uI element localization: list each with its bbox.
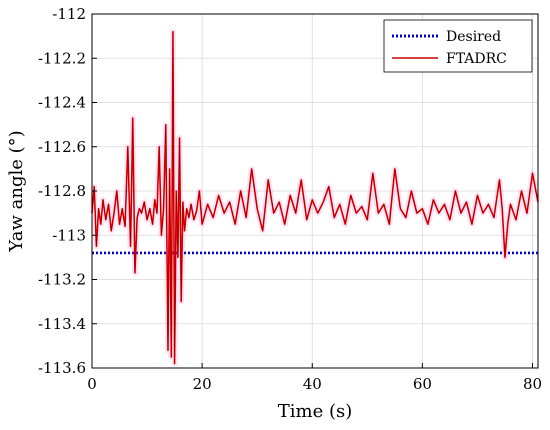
y-tick-label: -113.4: [38, 315, 86, 333]
y-tick-label: -113.6: [38, 359, 86, 377]
legend-label-ftadrc: FTADRC: [446, 51, 507, 67]
legend-box: [383, 19, 533, 73]
axis-ticks: [91, 13, 533, 369]
x-tick-label: 20: [193, 375, 212, 393]
y-axis-title: Yaw angle (°): [6, 130, 27, 252]
legend: Desired FTADRC: [383, 19, 533, 73]
y-tick-label: -113: [52, 226, 86, 244]
y-tick-label: -112.2: [38, 49, 86, 67]
y-tick-label: -113.2: [38, 271, 86, 289]
y-tick-label: -112.8: [38, 182, 86, 200]
x-tick-label: 40: [303, 375, 322, 393]
y-tick-label: -112.6: [38, 138, 86, 156]
y-tick-labels: -112 -112.2 -112.4 -112.6 -112.8 -113 -113.2 -1…: [38, 5, 86, 377]
x-axis-title: Time (s): [278, 401, 353, 422]
y-tick-label: -112: [52, 5, 86, 23]
x-tick-label: 80: [523, 375, 542, 393]
legend-label-desired: Desired: [446, 29, 501, 45]
x-tick-labels: 0 20 40 60 80: [87, 375, 542, 393]
series-line-ftadrc-glow: [89, 28, 541, 367]
x-tick-label: 0: [87, 375, 97, 393]
y-tick-label: -112.4: [38, 94, 86, 112]
series-line-ftadrc-edge: [91, 31, 539, 364]
data-lines: [89, 28, 541, 367]
x-tick-label: 60: [413, 375, 432, 393]
